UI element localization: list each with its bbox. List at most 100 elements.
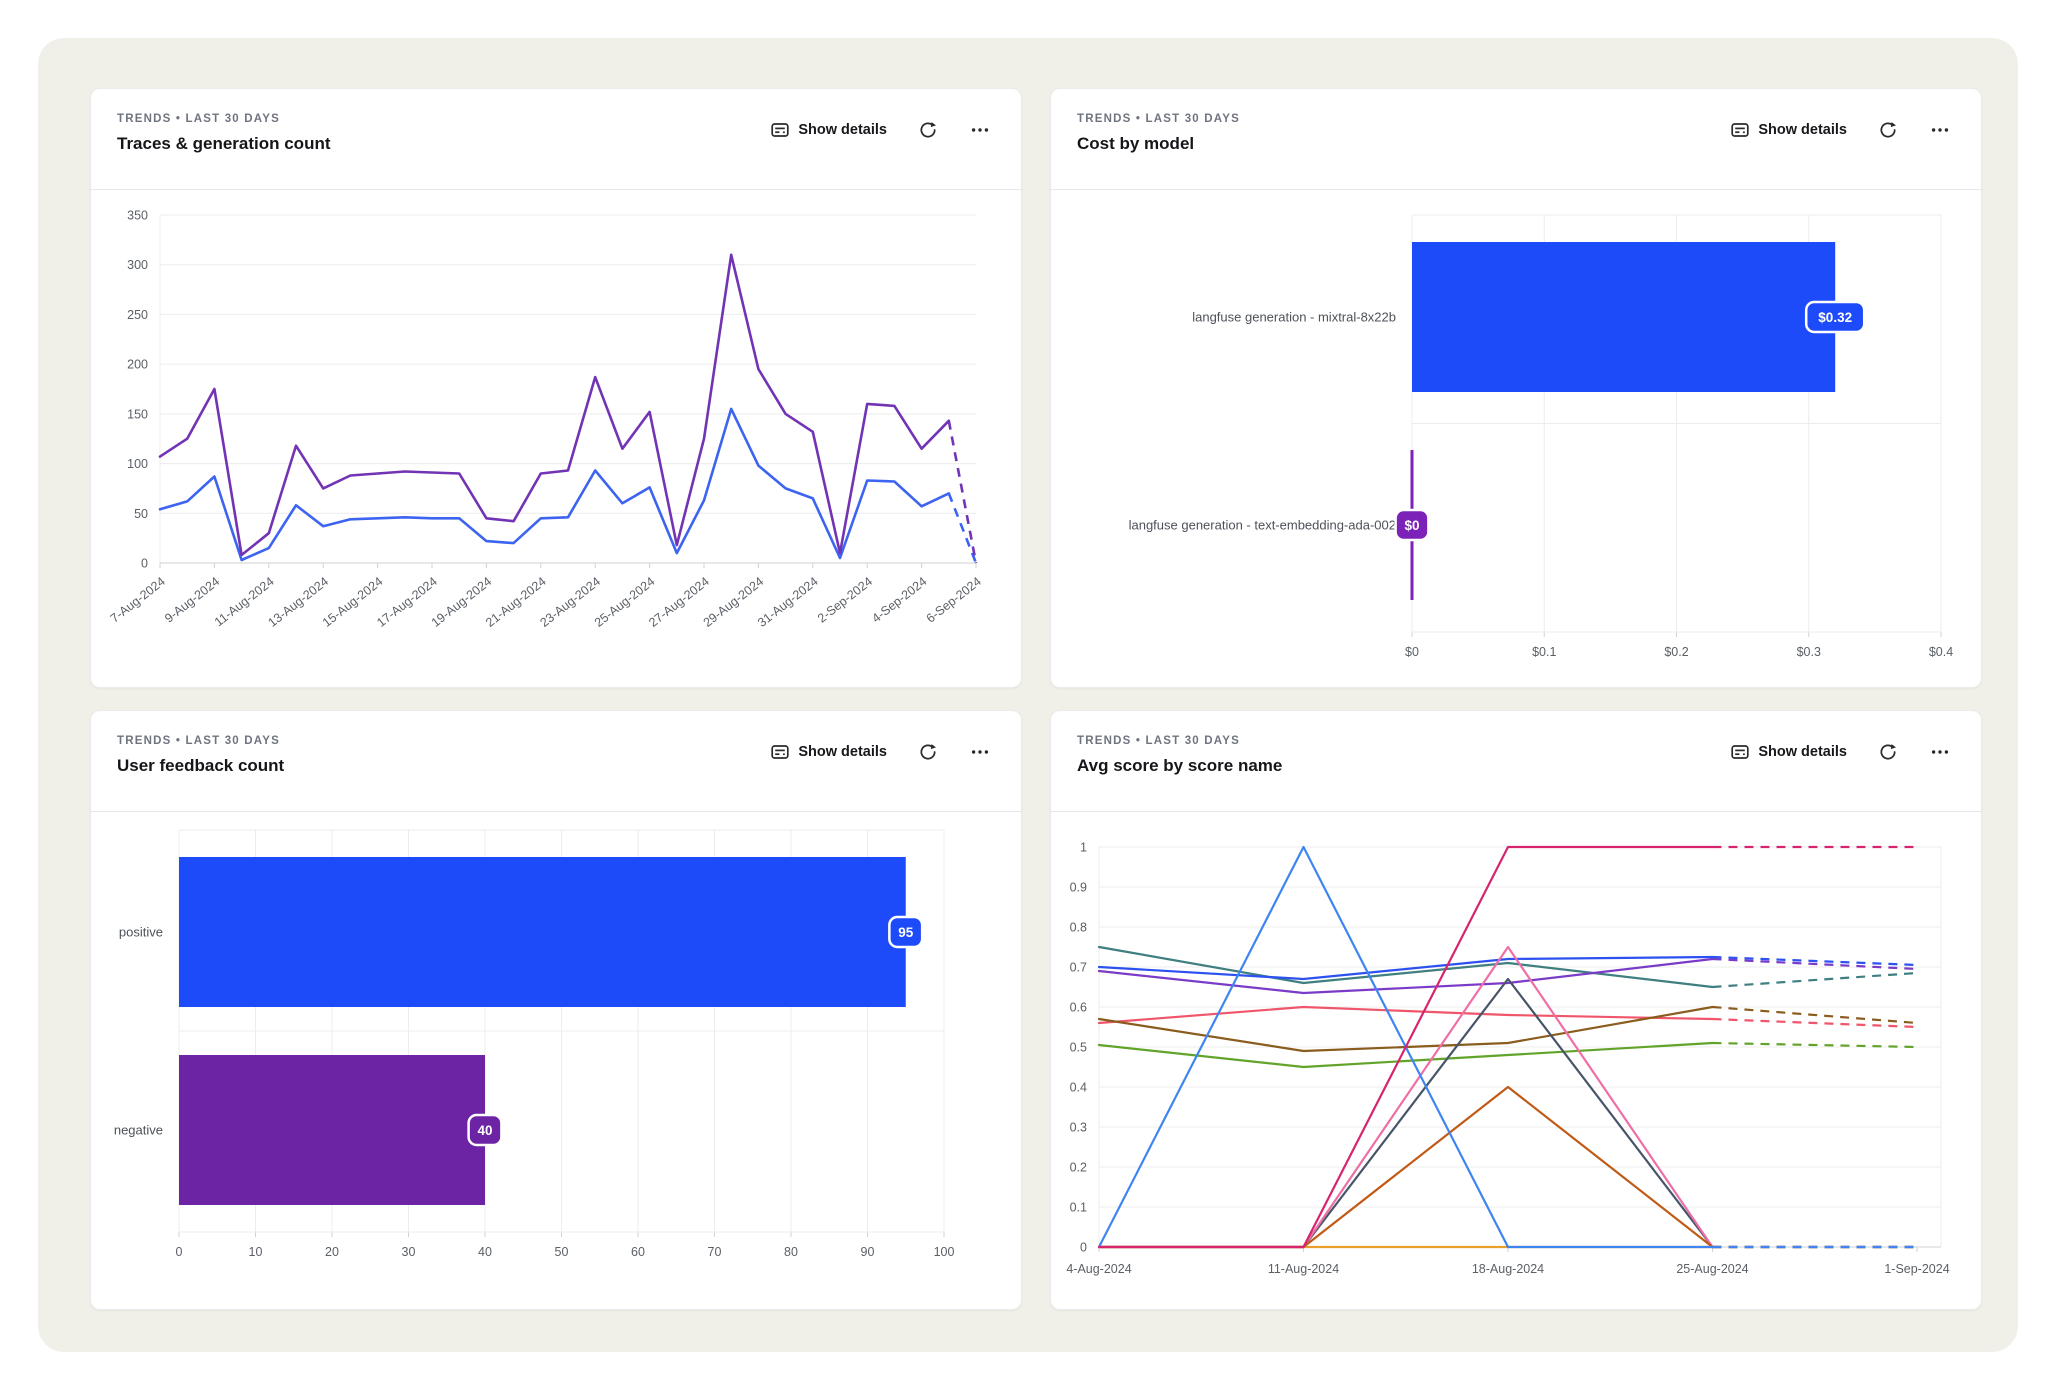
ellipsis-icon <box>970 128 990 143</box>
svg-text:1: 1 <box>1080 841 1087 855</box>
svg-text:0.3: 0.3 <box>1070 1121 1087 1135</box>
svg-text:$0: $0 <box>1404 518 1419 533</box>
user-feedback-chart: 0 10 20 30 40 50 60 70 80 90 100 positive 95 negative… <box>114 829 955 1259</box>
svg-text:50: 50 <box>555 1245 569 1259</box>
card-user-feedback-count: TRENDS • LAST 30 DAYS User feedback coun… <box>90 710 1022 1310</box>
card-cost-by-model: TRENDS • LAST 30 DAYS Cost by model Show… <box>1050 88 1982 688</box>
svg-text:0.4: 0.4 <box>1070 1081 1087 1095</box>
avg-score-chart: 0 0.1 0.2 0.3 0.4 0.5 0.6 0.7 0.8 0.9 1 4-Aug-2024 1… <box>1066 841 1949 1277</box>
svg-text:4-Sep-2024: 4-Sep-2024 <box>869 574 929 625</box>
svg-text:40: 40 <box>477 1123 492 1138</box>
svg-text:0.7: 0.7 <box>1070 961 1087 975</box>
svg-text:0.2: 0.2 <box>1070 1161 1087 1175</box>
card-eyebrow: TRENDS • LAST 30 DAYS <box>1077 113 1240 125</box>
refresh-icon <box>918 744 938 765</box>
svg-text:$0: $0 <box>1405 645 1419 659</box>
svg-text:30: 30 <box>402 1245 416 1259</box>
svg-text:langfuse generation - text-emb: langfuse generation - text-embedding-ada… <box>1129 518 1396 533</box>
ellipsis-icon <box>1930 128 1950 143</box>
svg-text:$0.3: $0.3 <box>1797 645 1821 659</box>
svg-text:1-Sep-2024: 1-Sep-2024 <box>1884 1262 1949 1276</box>
svg-text:250: 250 <box>127 308 148 322</box>
svg-text:95: 95 <box>898 925 914 940</box>
svg-text:0.1: 0.1 <box>1070 1201 1087 1215</box>
card-header: TRENDS • LAST 30 DAYS Avg score by score… <box>1051 711 1981 812</box>
card-text-icon <box>1730 742 1750 762</box>
svg-text:0.8: 0.8 <box>1070 921 1087 935</box>
svg-text:0: 0 <box>1080 1241 1087 1255</box>
refresh-button[interactable] <box>1873 115 1903 145</box>
card-avg-score-by-name: TRENDS • LAST 30 DAYS Avg score by score… <box>1050 710 1982 1310</box>
more-menu-button[interactable] <box>1925 115 1955 145</box>
svg-text:100: 100 <box>934 1245 955 1259</box>
card-eyebrow: TRENDS • LAST 30 DAYS <box>117 735 280 747</box>
svg-text:18-Aug-2024: 18-Aug-2024 <box>1472 1262 1544 1276</box>
card-eyebrow: TRENDS • LAST 30 DAYS <box>117 113 280 125</box>
svg-text:31-Aug-2024: 31-Aug-2024 <box>755 574 821 630</box>
svg-text:4-Aug-2024: 4-Aug-2024 <box>1066 1262 1131 1276</box>
svg-text:300: 300 <box>127 258 148 272</box>
svg-text:$0.2: $0.2 <box>1664 645 1688 659</box>
show-details-label: Show details <box>798 744 887 760</box>
refresh-icon <box>1878 744 1898 765</box>
refresh-icon <box>918 122 938 143</box>
svg-text:0.6: 0.6 <box>1070 1001 1087 1015</box>
card-title: Avg score by score name <box>1077 756 1283 775</box>
svg-text:10: 10 <box>249 1245 263 1259</box>
ellipsis-icon <box>970 750 990 765</box>
card-title: Cost by model <box>1077 134 1195 153</box>
show-details-button[interactable]: Show details <box>766 738 891 766</box>
svg-text:80: 80 <box>784 1245 798 1259</box>
svg-text:0: 0 <box>176 1245 183 1259</box>
svg-text:20: 20 <box>325 1245 339 1259</box>
card-title: Traces & generation count <box>117 134 331 153</box>
svg-text:langfuse generation - mixtral-: langfuse generation - mixtral-8x22b <box>1192 310 1396 325</box>
card-header: TRENDS • LAST 30 DAYS User feedback coun… <box>91 711 1021 812</box>
card-traces-generation-count: TRENDS • LAST 30 DAYS Traces & generatio… <box>90 88 1022 688</box>
svg-text:50: 50 <box>134 507 148 521</box>
more-menu-button[interactable] <box>965 115 995 145</box>
show-details-label: Show details <box>1758 744 1847 760</box>
more-menu-button[interactable] <box>1925 737 1955 767</box>
svg-text:$0.1: $0.1 <box>1532 645 1556 659</box>
svg-text:0: 0 <box>141 557 148 571</box>
refresh-button[interactable] <box>913 115 943 145</box>
svg-text:0.5: 0.5 <box>1070 1041 1087 1055</box>
show-details-button[interactable]: Show details <box>1726 116 1851 144</box>
svg-text:$0.32: $0.32 <box>1818 310 1852 325</box>
ellipsis-icon <box>1930 750 1950 765</box>
svg-text:90: 90 <box>861 1245 875 1259</box>
card-text-icon <box>770 742 790 762</box>
more-menu-button[interactable] <box>965 737 995 767</box>
svg-text:$0.4: $0.4 <box>1929 645 1953 659</box>
svg-text:0.9: 0.9 <box>1070 881 1087 895</box>
refresh-icon <box>1878 122 1898 143</box>
svg-text:100: 100 <box>127 457 148 471</box>
card-text-icon <box>770 120 790 140</box>
svg-text:2-Sep-2024: 2-Sep-2024 <box>815 574 875 625</box>
svg-text:200: 200 <box>127 358 148 372</box>
svg-text:60: 60 <box>631 1245 645 1259</box>
svg-text:25-Aug-2024: 25-Aug-2024 <box>1676 1262 1748 1276</box>
cost-by-model-chart: $0 $0.1 $0.2 $0.3 $0.4 langfuse generation - … <box>1129 214 1953 659</box>
svg-text:negative: negative <box>114 1123 163 1138</box>
svg-text:11-Aug-2024: 11-Aug-2024 <box>1268 1262 1339 1276</box>
refresh-button[interactable] <box>913 737 943 767</box>
svg-text:7-Aug-2024: 7-Aug-2024 <box>108 574 168 625</box>
svg-text:150: 150 <box>127 407 148 421</box>
show-details-button[interactable]: Show details <box>766 116 891 144</box>
card-header: TRENDS • LAST 30 DAYS Traces & generatio… <box>91 89 1021 190</box>
svg-text:positive: positive <box>119 925 163 940</box>
show-details-label: Show details <box>1758 122 1847 138</box>
svg-text:70: 70 <box>708 1245 722 1259</box>
svg-text:6-Sep-2024: 6-Sep-2024 <box>924 574 984 625</box>
traces-generation-chart: 0501001502002503003507-Aug-20249-Aug-202… <box>108 209 984 630</box>
card-header: TRENDS • LAST 30 DAYS Cost by model Show… <box>1051 89 1981 190</box>
card-title: User feedback count <box>117 756 285 775</box>
dashboard-panel: TRENDS • LAST 30 DAYS Traces & generatio… <box>38 38 2018 1352</box>
svg-text:40: 40 <box>478 1245 492 1259</box>
card-eyebrow: TRENDS • LAST 30 DAYS <box>1077 735 1240 747</box>
show-details-button[interactable]: Show details <box>1726 738 1851 766</box>
refresh-button[interactable] <box>1873 737 1903 767</box>
